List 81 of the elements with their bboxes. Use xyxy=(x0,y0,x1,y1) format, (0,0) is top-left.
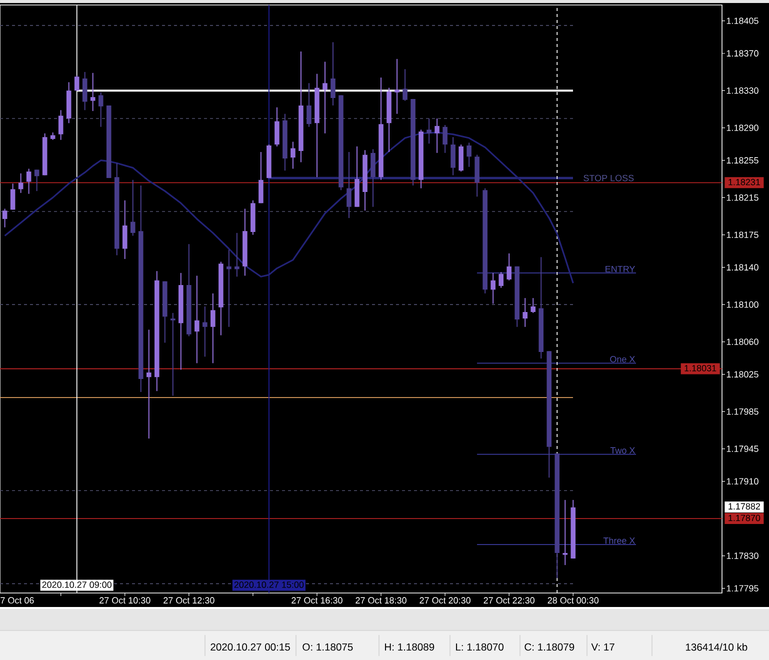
candlestick xyxy=(306,82,312,128)
y-tick-label: 1.17795 xyxy=(726,585,758,592)
y-tick-label: 1.18330 xyxy=(726,87,758,94)
candlestick xyxy=(130,179,136,236)
ref-line-label: STOP LOSS xyxy=(584,174,634,182)
y-tick-label: 1.18175 xyxy=(726,232,758,238)
candlestick xyxy=(82,71,88,111)
candlestick xyxy=(90,72,96,112)
y-tick-label: 1.17830 xyxy=(726,552,758,559)
x-tick-label: 27 Oct 20:30 xyxy=(420,597,470,604)
ref-line-label: 2020.10.27 15:00 xyxy=(234,582,304,588)
candlestick xyxy=(346,151,352,219)
x-tick-label: 27 Oct 10:30 xyxy=(100,597,150,604)
candlestick xyxy=(434,118,440,154)
candlestick xyxy=(322,61,328,134)
candlestick xyxy=(146,329,152,440)
y-tick-label: 1.18100 xyxy=(726,301,758,308)
y-tick-label: 1.18215 xyxy=(726,194,758,201)
y-tick-label: 1.17985 xyxy=(726,408,758,415)
candlestick xyxy=(330,42,336,106)
candlestick xyxy=(18,172,24,194)
ref-line-label: 1.17870 xyxy=(728,514,760,522)
x-tick-label: 27 Oct 12:30 xyxy=(164,597,214,604)
candlestick xyxy=(426,118,432,144)
candlestick xyxy=(98,92,104,128)
candlestick xyxy=(74,75,80,92)
x-tick-label: 27 Oct 22:30 xyxy=(484,597,534,604)
ref-line-label: Two X xyxy=(610,447,636,454)
candlestick xyxy=(170,312,176,396)
text: L: 1.18070 xyxy=(456,643,504,651)
candlestick xyxy=(442,124,448,154)
text: 136414/10 kb xyxy=(686,643,748,651)
candlestick xyxy=(506,252,512,281)
candlestick xyxy=(2,208,8,228)
y-tick-label: 1.18405 xyxy=(726,18,758,24)
y-tick-label: 1.18290 xyxy=(726,124,758,131)
candlestick xyxy=(194,275,200,364)
candlestick xyxy=(466,142,472,168)
ref-line-label: 1.18231 xyxy=(728,178,760,186)
candlestick xyxy=(26,168,32,194)
ref-line-label: 2020.10.27 09:00 xyxy=(42,582,112,588)
candlestick xyxy=(290,141,296,170)
y-tick-label: 1.18140 xyxy=(726,264,758,271)
text: C: 1.18079 xyxy=(524,643,574,651)
candlestick xyxy=(226,249,232,328)
candlestick xyxy=(34,169,40,192)
candlestick xyxy=(450,136,456,176)
y-tick-label: 1.18060 xyxy=(726,338,758,345)
candlestick xyxy=(258,151,264,204)
x-tick-label: 27 Oct 16:30 xyxy=(292,597,342,604)
candlestick xyxy=(202,306,208,358)
ref-line-label: Three X xyxy=(603,537,636,544)
x-tick-label: 28 Oct 00:30 xyxy=(548,597,599,604)
candlestick xyxy=(402,68,408,102)
text: 2020.10.27 00:15 xyxy=(210,643,290,651)
candlestick xyxy=(522,298,528,328)
candlestick xyxy=(210,292,216,364)
ref-line-label: 1.18031 xyxy=(684,364,716,372)
text: H: 1.18089 xyxy=(385,643,434,651)
text: 7 Oct 06 xyxy=(0,597,34,604)
ref-line-label: One X xyxy=(610,356,636,362)
candlestick xyxy=(234,232,240,278)
candlestick xyxy=(498,272,504,288)
y-tick-label: 1.18255 xyxy=(726,157,758,164)
y-tick-label: 1.18370 xyxy=(726,50,758,57)
text: 1.17882 xyxy=(728,503,760,510)
ref-line-label: ENTRY xyxy=(606,266,636,272)
candlestick xyxy=(530,298,536,314)
text: O: 1.18075 xyxy=(302,643,353,651)
candlestick xyxy=(394,58,400,114)
text: V: 17 xyxy=(591,643,614,651)
candlestick xyxy=(274,106,280,147)
candlestick xyxy=(490,272,496,304)
x-tick-label: 27 Oct 18:30 xyxy=(356,597,406,604)
candlestick xyxy=(122,200,128,260)
candlestick xyxy=(562,499,568,566)
candlestick xyxy=(10,183,16,210)
y-tick-label: 1.17910 xyxy=(726,478,758,485)
y-tick-label: 1.17945 xyxy=(726,446,758,452)
y-tick-label: 1.18025 xyxy=(726,371,758,378)
candlestick xyxy=(58,110,64,140)
